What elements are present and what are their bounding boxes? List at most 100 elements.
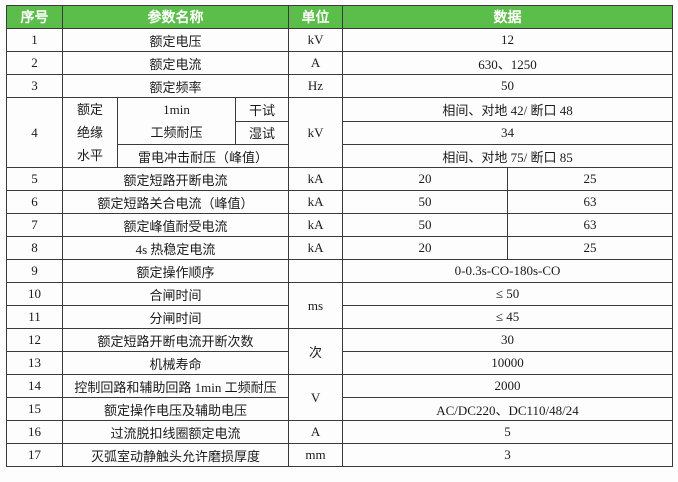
cell-param: 额定操作电压及辅助电压 — [61, 397, 290, 421]
cell-param: 控制回路和辅助回路 1min 工频耐压 — [61, 374, 290, 398]
cell-param: 额定峰值耐受电流 — [61, 213, 290, 237]
cell-data: 2000 — [342, 374, 674, 398]
cell-data-left: 50 — [342, 190, 509, 214]
cell-data-wet: 34 — [342, 120, 674, 145]
table-row-4a: 4 额定 绝缘 水平 1min 工频耐压 干试 kV 相间、对地 42/ 断口 … — [6, 97, 674, 168]
header-col-param: 参数名称 — [61, 5, 290, 29]
cell-lightning-impulse-label: 雷电冲击耐压（峰值） — [116, 144, 290, 168]
cell-no: 1 — [6, 28, 63, 52]
cell-data-left: 50 — [342, 213, 509, 237]
cell-no: 9 — [6, 259, 63, 283]
cell-data: 630、1250 — [342, 51, 674, 75]
cell-no: 6 — [6, 190, 63, 214]
cell-no: 8 — [6, 236, 63, 260]
cell-no: 4 — [6, 97, 63, 168]
cell-unit: 次 — [288, 328, 344, 375]
cell-param: 额定操作顺序 — [61, 259, 290, 283]
table-row-13: 13 机械寿命 10000 — [6, 351, 674, 375]
cell-param: 灭弧室动静触头允许磨损厚度 — [61, 443, 290, 467]
cell-param: 过流脱扣线圈额定电流 — [61, 420, 290, 444]
spec-table: 序号 参数名称 单位 数据 1 额定电压 kV 12 2 额定电流 A 630、… — [6, 5, 674, 467]
cell-unit: A — [288, 51, 344, 75]
cell-unit: ms — [288, 282, 344, 329]
cell-data: 50 — [342, 74, 674, 98]
cell-data-dry: 相间、对地 42/ 断口 48 — [342, 97, 674, 122]
table-row-3: 3 额定频率 Hz 50 — [6, 74, 674, 98]
cell-data: 5 — [342, 420, 674, 444]
page: 序号 参数名称 单位 数据 1 额定电压 kV 12 2 额定电流 A 630、… — [6, 5, 674, 467]
table-row-6: 6 额定短路关合电流（峰值） kA 50 63 — [6, 190, 674, 214]
cell-data: 3 — [342, 443, 674, 467]
cell-data: 12 — [342, 28, 674, 52]
header-col-data: 数据 — [342, 5, 674, 29]
table-row-1: 1 额定电压 kV 12 — [6, 28, 674, 52]
table-row-9: 9 额定操作顺序 0-0.3s-CO-180s-CO — [6, 259, 674, 283]
table-row-14: 14 控制回路和辅助回路 1min 工频耐压 V 2000 — [6, 374, 674, 421]
cell-unit: kV — [288, 28, 344, 52]
table-row-11: 11 分闸时间 ≤ 45 — [6, 305, 674, 329]
table-row-17: 17 灭弧室动静触头允许磨损厚度 mm 3 — [6, 443, 674, 467]
cell-data: 30 — [342, 328, 674, 352]
cell-no: 11 — [6, 305, 63, 329]
cell-unit: V — [288, 374, 344, 421]
cell-param: 4s 热稳定电流 — [61, 236, 290, 260]
cell-no: 2 — [6, 51, 63, 75]
cell-data-right: 25 — [507, 167, 674, 191]
table-row-8: 8 4s 热稳定电流 kA 20 25 — [6, 236, 674, 260]
cell-unit: kA — [288, 190, 344, 214]
table-row-5: 5 额定短路开断电流 kA 20 25 — [6, 167, 674, 191]
cell-unit-empty — [288, 259, 344, 283]
cell-unit: mm — [288, 443, 344, 467]
cell-unit: kA — [288, 167, 344, 191]
cell-no: 12 — [6, 328, 63, 352]
cell-data-right: 63 — [507, 190, 674, 214]
cell-no: 5 — [6, 167, 63, 191]
cell-unit: kA — [288, 236, 344, 260]
cell-no: 15 — [6, 397, 63, 421]
cell-data-left: 20 — [342, 236, 509, 260]
cell-data-left: 20 — [342, 167, 509, 191]
table-row-4b: 湿试 34 — [7, 120, 674, 145]
cell-no: 7 — [6, 213, 63, 237]
cell-param: 合闸时间 — [61, 282, 290, 306]
header-col-no: 序号 — [6, 5, 63, 29]
cell-data: ≤ 50 — [342, 282, 674, 306]
table-row-10: 10 合闸时间 ms ≤ 50 — [6, 282, 674, 329]
cell-param: 机械寿命 — [61, 351, 290, 375]
header-col-unit: 单位 — [288, 5, 344, 29]
cell-data-right: 25 — [507, 236, 674, 260]
cell-wet-test-label: 湿试 — [234, 120, 290, 145]
cell-unit: kV — [288, 97, 344, 168]
table-row-7: 7 额定峰值耐受电流 kA 50 63 — [6, 213, 674, 237]
cell-no: 17 — [6, 443, 63, 467]
cell-data-right: 63 — [507, 213, 674, 237]
cell-power-frequency-withstand-label: 1min 工频耐压 — [117, 97, 236, 145]
cell-data: AC/DC220、DC110/48/24 — [342, 397, 674, 421]
table-row-15: 15 额定操作电压及辅助电压 AC/DC220、DC110/48/24 — [6, 397, 674, 421]
cell-no: 3 — [6, 74, 63, 98]
cell-data-lightning: 相间、对地 75/ 断口 85 — [342, 144, 674, 168]
cell-param: 分闸时间 — [61, 305, 290, 329]
cell-unit: A — [288, 420, 344, 444]
table-row-4c: 雷电冲击耐压（峰值） 相间、对地 75/ 断口 85 — [7, 144, 674, 168]
cell-no: 10 — [6, 282, 63, 306]
cell-no: 14 — [6, 374, 63, 398]
cell-no: 16 — [6, 420, 63, 444]
table-row-2: 2 额定电流 A 630、1250 — [6, 51, 674, 75]
cell-param: 额定电压 — [61, 28, 290, 52]
cell-insulation-level-label: 额定 绝缘 水平 — [62, 97, 118, 168]
table-row-12: 12 额定短路开断电流开断次数 次 30 — [6, 328, 674, 375]
cell-no: 13 — [6, 351, 63, 375]
cell-param: 额定频率 — [61, 74, 290, 98]
cell-data: ≤ 45 — [342, 305, 674, 329]
cell-param: 额定短路开断电流开断次数 — [61, 328, 290, 352]
table-row-16: 16 过流脱扣线圈额定电流 A 5 — [6, 420, 674, 444]
cell-param: 额定电流 — [61, 51, 290, 75]
cell-param: 额定短路开断电流 — [61, 167, 290, 191]
cell-data: 10000 — [342, 351, 674, 375]
cell-unit: kA — [288, 213, 344, 237]
cell-unit: Hz — [288, 74, 344, 98]
header-row: 序号 参数名称 单位 数据 — [6, 5, 674, 29]
cell-param: 额定短路关合电流（峰值） — [61, 190, 290, 214]
cell-data: 0-0.3s-CO-180s-CO — [342, 259, 674, 283]
